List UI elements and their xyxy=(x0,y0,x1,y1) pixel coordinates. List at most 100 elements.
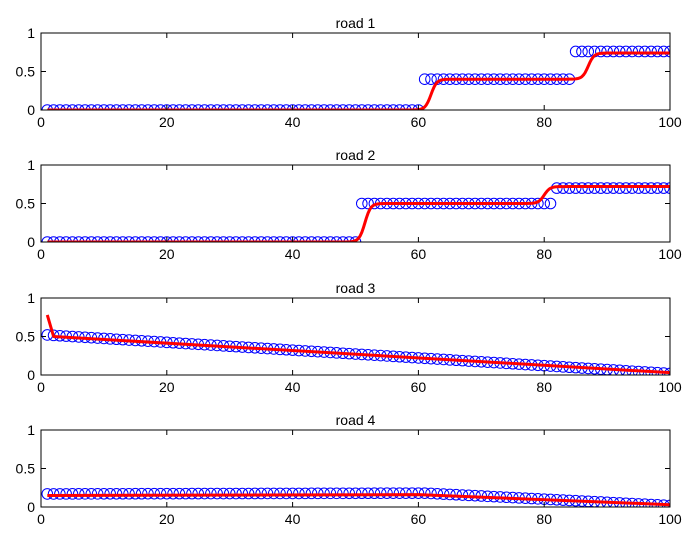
x-tick-label: 40 xyxy=(285,246,301,262)
data-point xyxy=(217,487,230,500)
data-point xyxy=(601,45,613,58)
x-tick-label: 80 xyxy=(536,114,552,130)
data-point xyxy=(349,487,362,500)
x-tick-label: 0 xyxy=(37,379,45,395)
data-point xyxy=(116,487,129,500)
data-point xyxy=(223,487,236,500)
data-point xyxy=(620,182,632,194)
y-tick-label: 0 xyxy=(27,499,35,515)
y-tick-label: 0 xyxy=(27,367,35,383)
data-point xyxy=(418,487,431,499)
data-point xyxy=(607,45,620,58)
x-tick-label: 80 xyxy=(536,379,552,395)
data-point xyxy=(104,487,116,500)
data-point xyxy=(192,487,205,500)
y-tick-label: 0.5 xyxy=(16,64,36,80)
data-point xyxy=(337,487,349,500)
data-point xyxy=(274,487,286,500)
x-tick-label: 100 xyxy=(658,511,682,527)
data-point xyxy=(72,488,85,500)
x-tick-label: 20 xyxy=(159,379,175,395)
data-point xyxy=(299,487,311,500)
data-point xyxy=(651,182,664,194)
data-point xyxy=(645,182,657,194)
data-point xyxy=(66,488,79,500)
axes-box xyxy=(40,297,671,376)
data-point xyxy=(205,487,217,500)
data-point xyxy=(588,182,601,194)
data-point xyxy=(173,487,186,500)
data-point xyxy=(154,487,167,500)
panel-title: road 1 xyxy=(336,15,376,31)
x-tick-label: 20 xyxy=(159,246,175,262)
panel-road-3: road 3 0 20 40 60 80 100 0 0.5 1 xyxy=(16,280,682,395)
data-point xyxy=(595,182,607,194)
data-point xyxy=(167,487,179,500)
data-point xyxy=(632,182,645,194)
x-tick-label: 100 xyxy=(658,114,682,130)
data-point xyxy=(639,45,651,58)
panel-road-4: road 4 0 20 40 60 80 100 0 0.5 1 xyxy=(16,412,682,527)
data-point xyxy=(343,487,356,500)
data-point xyxy=(651,45,664,58)
data-point xyxy=(538,197,551,210)
y-tick-label: 0.5 xyxy=(16,329,36,345)
y-tick-label: 0 xyxy=(27,234,35,250)
y-tick-label: 1 xyxy=(27,25,35,41)
data-point xyxy=(355,197,368,210)
data-point xyxy=(261,487,274,500)
x-tick-label: 0 xyxy=(37,114,45,130)
data-point xyxy=(148,487,161,500)
data-point xyxy=(664,45,670,58)
data-point xyxy=(129,487,142,500)
x-tick-label: 60 xyxy=(411,114,427,130)
y-tick-label: 0 xyxy=(27,102,35,118)
data-point xyxy=(613,182,626,194)
data-point xyxy=(85,488,98,500)
x-tick-label: 100 xyxy=(658,246,682,262)
marker-series xyxy=(41,45,670,110)
data-point xyxy=(98,487,110,500)
data-point xyxy=(242,487,255,500)
data-point xyxy=(569,182,582,194)
data-point xyxy=(60,488,72,500)
x-tick-label: 40 xyxy=(285,511,301,527)
y-tick-label: 1 xyxy=(27,422,35,438)
x-tick-label: 0 xyxy=(37,511,45,527)
data-point xyxy=(355,487,368,500)
x-tick-label: 20 xyxy=(159,114,175,130)
data-point xyxy=(47,488,60,500)
data-point xyxy=(324,487,337,500)
data-point xyxy=(582,45,595,58)
data-point xyxy=(406,487,418,499)
fit-line xyxy=(47,51,670,110)
data-point xyxy=(576,45,588,58)
data-point xyxy=(362,197,374,210)
data-point xyxy=(425,73,437,85)
data-point xyxy=(393,487,406,499)
x-tick-label: 100 xyxy=(658,379,682,395)
data-point xyxy=(249,487,261,500)
data-point xyxy=(54,488,66,500)
data-point xyxy=(286,487,299,500)
data-point xyxy=(569,45,582,58)
axes-box xyxy=(40,32,671,111)
data-point xyxy=(645,45,657,58)
x-tick-label: 80 xyxy=(536,511,552,527)
y-tick-label: 1 xyxy=(27,157,35,173)
x-tick-label: 60 xyxy=(411,511,427,527)
y-tick-label: 1 xyxy=(27,290,35,306)
panel-title: road 2 xyxy=(336,147,376,163)
data-point xyxy=(330,487,343,500)
data-point xyxy=(563,182,576,194)
data-point xyxy=(255,487,267,500)
data-point xyxy=(657,45,670,58)
data-point xyxy=(236,487,249,500)
fit-line xyxy=(45,314,670,375)
data-point xyxy=(305,487,318,500)
data-point xyxy=(91,488,104,500)
data-point xyxy=(400,487,412,499)
data-point xyxy=(601,182,613,194)
data-point xyxy=(664,182,670,194)
